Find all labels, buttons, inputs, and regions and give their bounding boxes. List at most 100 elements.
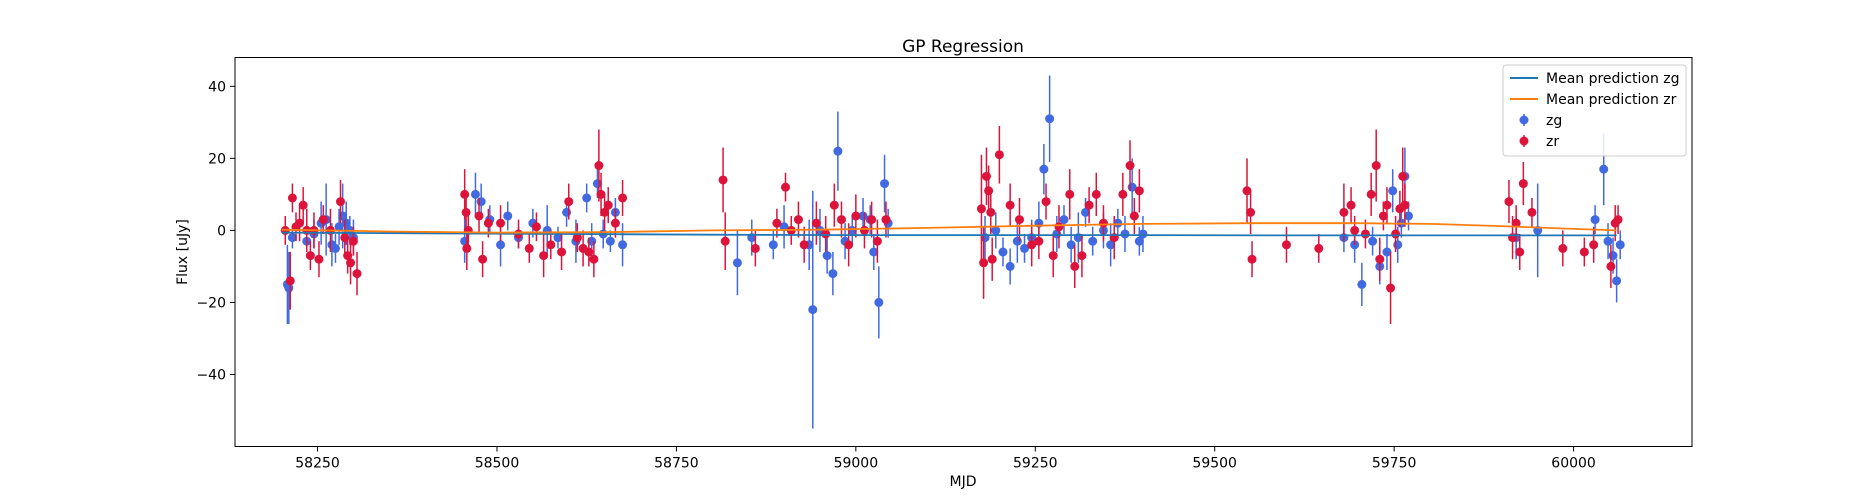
point-zr [348,236,358,246]
y-tick-label: −20 [196,295,226,311]
y-axis-title: Flux [uJy] [175,219,191,285]
point-zr [1606,261,1616,271]
point-zr [287,193,297,203]
x-axis: 58250 58500 58750 59000 59250 59500 59750 60000 [295,446,1596,472]
point-zr [1027,240,1037,250]
point-zr [986,207,996,217]
legend-marker-zr [1519,136,1529,146]
point-zr [539,251,549,261]
point-zg [1357,279,1367,289]
point-zr [483,218,493,228]
point-zr [589,254,599,264]
point-zr [872,236,882,246]
point-zg [847,225,857,235]
point-zr [799,240,809,250]
point-zg [1608,251,1618,261]
point-zr [572,233,582,243]
point-zr [618,193,628,203]
y-tick-label: −40 [196,367,226,383]
point-zr [1065,189,1075,199]
point-zg [1590,215,1600,225]
point-zg [1120,229,1130,239]
point-zg [1388,186,1398,196]
point-zr [1400,200,1410,210]
point-zg [287,233,297,243]
point-zr [564,197,574,207]
point-zr [1125,161,1135,171]
point-zg [1403,211,1413,221]
point-zg [1005,261,1015,271]
point-zg [341,218,351,228]
point-zr [851,211,861,221]
legend: Mean prediction zg Mean prediction zr zg… [1502,64,1687,157]
point-zr [781,182,791,192]
point-zr [981,171,991,181]
point-zr [1386,283,1396,293]
mean-prediction-lines [281,222,1617,237]
legend-marker-zg [1519,115,1529,125]
point-zr [496,218,506,228]
point-zr [462,243,472,253]
point-zr [1098,218,1108,228]
x-tick-label: 59250 [1013,456,1058,472]
point-zr [603,200,613,210]
point-zr [531,222,541,232]
point-zg [592,179,602,189]
point-zg [1615,240,1625,250]
point-zr [867,215,877,225]
point-zr [1527,207,1537,217]
point-zr [295,218,305,228]
point-zg [562,207,572,217]
point-zr [1371,161,1381,171]
point-zg [334,222,344,232]
point-zg [833,146,843,156]
point-zr [987,254,997,264]
point-zr [546,240,556,250]
point-zr [610,218,620,228]
point-zg [1106,240,1116,250]
point-zr [1339,207,1349,217]
point-zg [496,240,506,250]
point-zr [1041,197,1051,207]
point-zr [844,240,854,250]
point-zr [821,229,831,239]
point-zg [1012,236,1022,246]
y-tick-label: 40 [208,79,226,95]
point-zr [584,247,594,257]
legend-label-zg-mean: Mean prediction zg [1546,71,1680,87]
point-zg [1393,240,1403,250]
point-zr [772,218,782,228]
point-zr [1077,251,1087,261]
x-axis-title: MJD [950,474,977,490]
point-zg [1039,164,1049,174]
legend-label-zg: zg [1546,113,1562,129]
point-zr [285,276,295,286]
point-zr [1118,189,1128,199]
point-zg [1382,247,1392,257]
point-zr [1091,189,1101,199]
point-zr [1366,189,1376,199]
point-zr [600,207,610,217]
legend-label-zr-mean: Mean prediction zr [1546,92,1677,108]
point-zr [352,269,362,279]
point-zg [1134,236,1144,246]
point-zg [330,243,340,253]
x-tick-label: 59000 [834,456,879,472]
point-zg [1138,229,1148,239]
point-zr [859,225,869,235]
point-zg [503,211,513,221]
point-zr [314,254,324,264]
x-tick-label: 58500 [475,456,520,472]
point-zg [553,233,563,243]
y-tick-label: 0 [217,223,226,239]
point-zr [298,200,308,210]
point-zg [874,297,884,307]
point-zr [524,243,534,253]
point-zr [1070,261,1080,271]
point-zr [596,189,606,199]
point-zg [618,240,628,250]
point-zr [718,175,728,185]
point-zr [720,236,730,246]
point-zr [336,197,346,207]
